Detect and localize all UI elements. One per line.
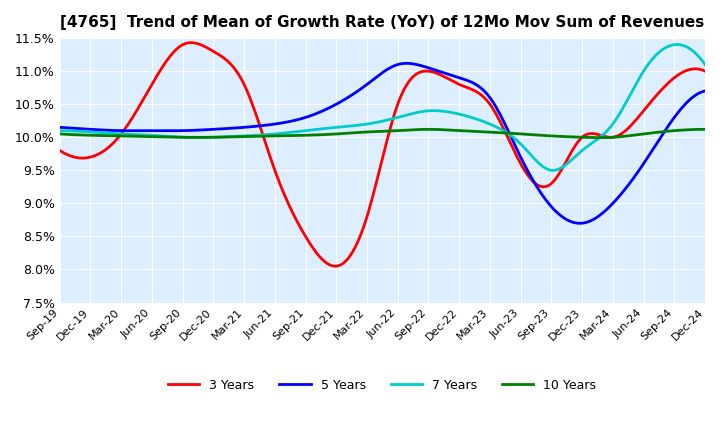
Line: 10 Years: 10 Years <box>60 129 705 138</box>
Line: 3 Years: 3 Years <box>60 43 705 266</box>
7 Years <box>672 42 681 47</box>
10 Years <box>601 135 610 140</box>
5 Years <box>403 61 412 66</box>
3 Years <box>441 75 450 80</box>
3 Years <box>55 148 64 153</box>
10 Years <box>595 135 603 140</box>
5 Years <box>452 74 461 80</box>
7 Years <box>437 108 446 114</box>
Line: 7 Years: 7 Years <box>60 44 705 170</box>
Legend: 3 Years, 5 Years, 7 Years, 10 Years: 3 Years, 5 Years, 7 Years, 10 Years <box>163 374 601 397</box>
7 Years <box>601 129 610 135</box>
Title: [4765]  Trend of Mean of Growth Rate (YoY) of 12Mo Mov Sum of Revenues: [4765] Trend of Mean of Growth Rate (YoY… <box>60 15 704 30</box>
3 Years <box>701 69 709 74</box>
7 Years <box>642 64 651 69</box>
Line: 5 Years: 5 Years <box>60 63 705 223</box>
3 Years <box>332 264 341 269</box>
5 Years <box>575 220 584 226</box>
10 Years <box>437 127 446 132</box>
3 Years <box>644 102 653 107</box>
10 Years <box>642 131 651 136</box>
10 Years <box>701 127 709 132</box>
5 Years <box>603 205 612 211</box>
7 Years <box>701 62 709 67</box>
5 Years <box>439 70 448 76</box>
10 Years <box>58 132 66 137</box>
10 Years <box>450 128 459 133</box>
3 Years <box>444 76 452 81</box>
3 Years <box>187 40 196 45</box>
7 Years <box>450 110 459 116</box>
3 Years <box>454 82 463 87</box>
7 Years <box>55 128 64 133</box>
7 Years <box>439 109 448 114</box>
5 Years <box>58 125 66 130</box>
10 Years <box>55 131 64 136</box>
7 Years <box>547 168 556 173</box>
5 Years <box>644 153 653 158</box>
7 Years <box>58 128 66 133</box>
5 Years <box>701 88 709 94</box>
10 Years <box>439 127 448 132</box>
3 Years <box>603 135 612 140</box>
3 Years <box>58 149 66 154</box>
5 Years <box>55 125 64 130</box>
5 Years <box>441 71 450 76</box>
